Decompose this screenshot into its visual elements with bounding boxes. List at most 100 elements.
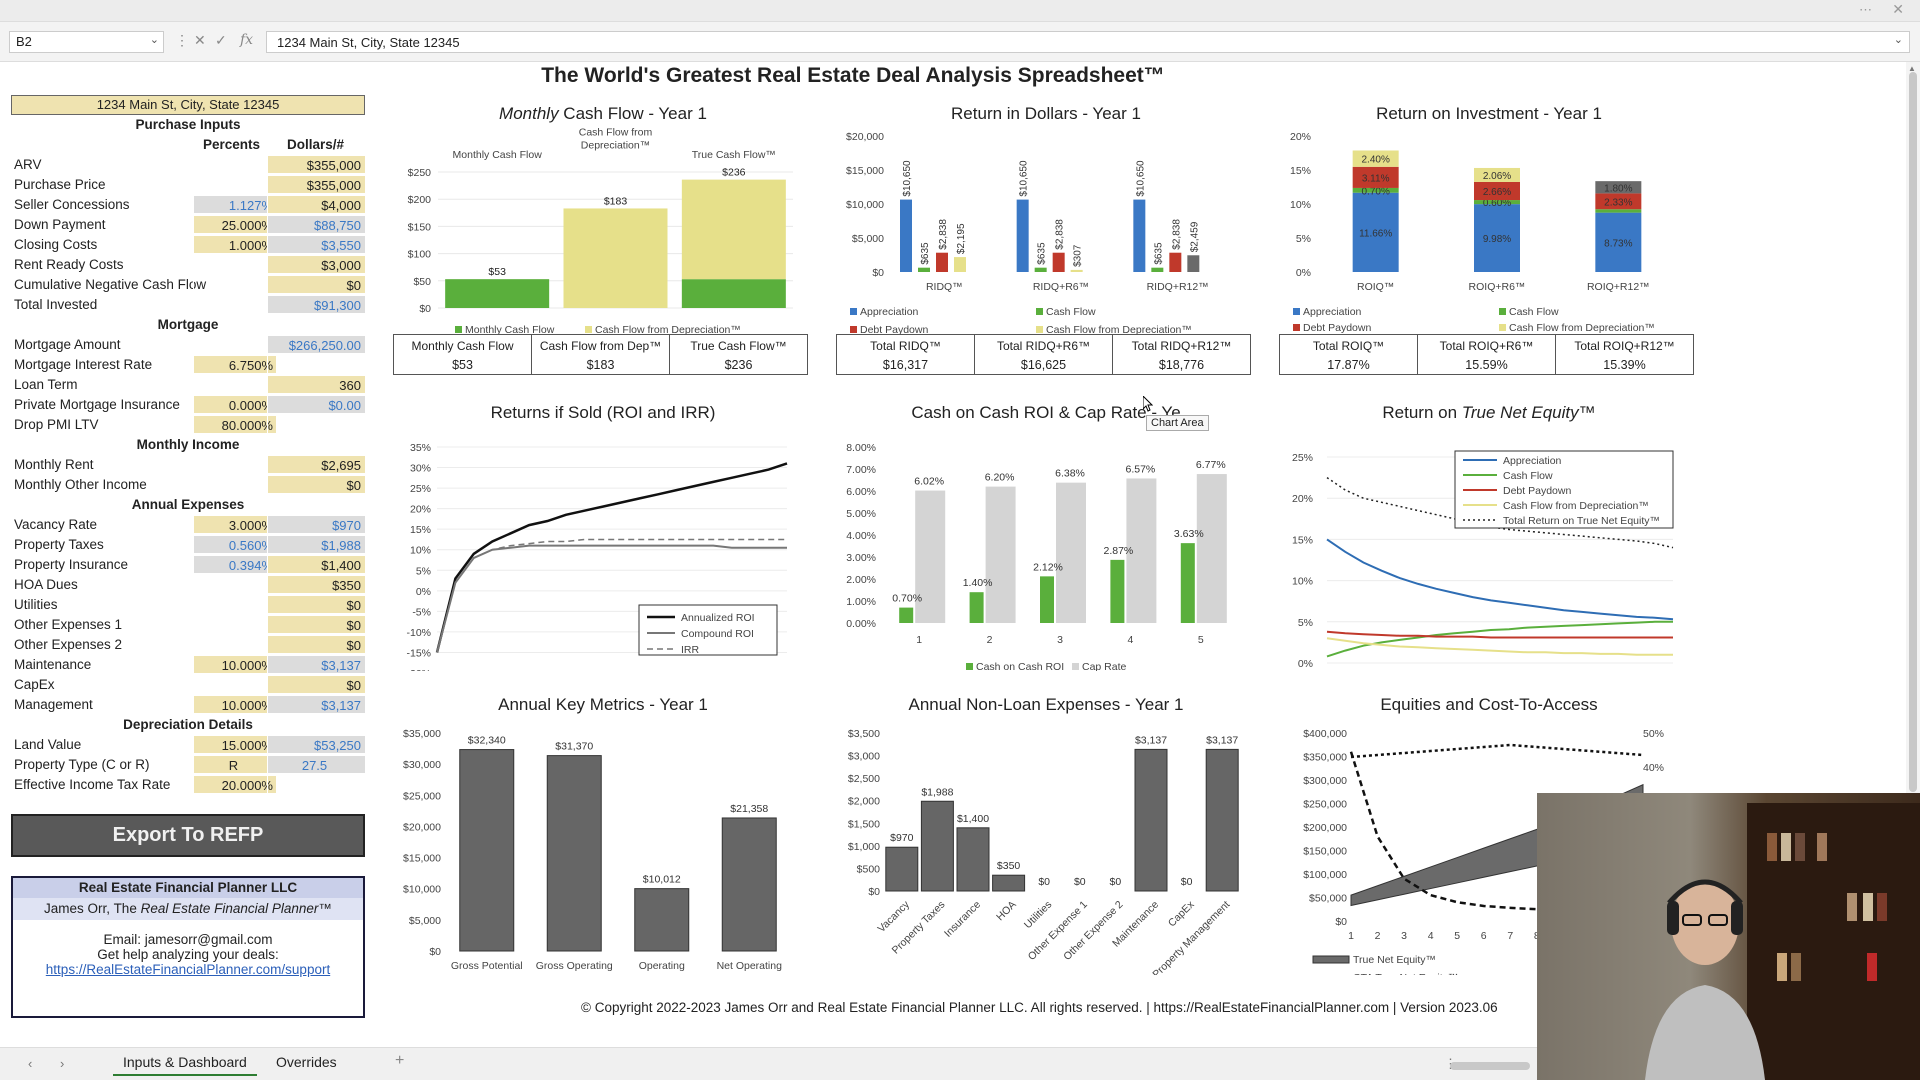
- dollar-cell[interactable]: $355,000: [267, 155, 366, 174]
- dollar-cell[interactable]: [267, 775, 366, 794]
- equities-cost-to-access-chart[interactable]: Equities and Cost-To-Access $400,000 $350,…: [1279, 695, 1699, 977]
- scroll-up-icon[interactable]: ▲: [1908, 64, 1916, 73]
- percent-cell[interactable]: 3.000%: [193, 515, 277, 534]
- legend-label: Total Return on True Net Equity™: [1503, 515, 1660, 527]
- return-in-dollars-chart[interactable]: Return in Dollars - Year 1 $20,000 $15,000…: [836, 104, 1256, 336]
- dollar-cell[interactable]: $4,000: [267, 195, 366, 214]
- percent-cell[interactable]: 1.000%: [193, 235, 277, 254]
- bar: [1052, 252, 1065, 272]
- percent-cell[interactable]: 25.000%: [193, 215, 277, 234]
- address-cell[interactable]: 1234 Main St, City, State 12345: [11, 95, 365, 115]
- bar: [1352, 150, 1399, 167]
- tab-overrides[interactable]: Overrides: [276, 1054, 337, 1070]
- dollar-cell[interactable]: $970: [267, 515, 366, 534]
- name-box[interactable]: B2 ⌄: [9, 31, 164, 53]
- insert-function-icon[interactable]: fx: [240, 32, 254, 48]
- expand-formula-icon[interactable]: ⌄: [1893, 34, 1903, 46]
- percent-cell[interactable]: 10.000%: [193, 655, 277, 674]
- percent-cell[interactable]: 80.000%: [193, 415, 277, 434]
- dollar-cell[interactable]: $266,250.00: [267, 335, 366, 354]
- percent-cell[interactable]: [193, 375, 277, 394]
- dollar-cell[interactable]: $88,750: [267, 215, 366, 234]
- annual-key-metrics-chart[interactable]: Annual Key Metrics - Year 1 $35,000 $30,00…: [393, 695, 813, 977]
- cash-on-cash-cap-rate-chart[interactable]: Cash on Cash ROI & Cap Rate - Ye 8.00% 7.0…: [836, 403, 1256, 673]
- percent-cell[interactable]: 15.000%: [193, 735, 277, 754]
- legend-swatch: [585, 326, 592, 333]
- dollar-cell[interactable]: $0: [267, 635, 366, 654]
- dollar-cell[interactable]: 27.5: [267, 755, 366, 774]
- percent-cell[interactable]: [193, 595, 277, 614]
- prev-sheet-icon[interactable]: ‹: [28, 1056, 33, 1071]
- horizontal-scrollbar[interactable]: [1450, 1062, 1530, 1070]
- percent-cell[interactable]: [193, 475, 277, 494]
- more-options-icon[interactable]: ⋯: [1859, 2, 1872, 17]
- percent-cell[interactable]: 0.560%: [193, 535, 277, 554]
- dollar-cell[interactable]: $355,000: [267, 175, 366, 194]
- dollar-cell[interactable]: $0: [267, 595, 366, 614]
- percent-cell[interactable]: 6.750%: [193, 355, 277, 374]
- chevron-down-icon[interactable]: ⌄: [149, 34, 159, 46]
- annual-non-loan-expenses-chart[interactable]: Annual Non-Loan Expenses - Year 1 $3,500 $…: [836, 695, 1256, 977]
- return-on-true-net-equity-chart[interactable]: Return on True Net Equity™ 25% 20% 15% 10% 5%…: [1279, 403, 1699, 673]
- dollar-cell[interactable]: $53,250: [267, 735, 366, 754]
- add-sheet-button[interactable]: +: [395, 1052, 405, 1069]
- percent-cell[interactable]: [193, 295, 277, 314]
- dollar-cell[interactable]: $0.00: [267, 395, 366, 414]
- dollar-cell[interactable]: $0: [267, 275, 366, 294]
- dollar-cell[interactable]: $0: [267, 615, 366, 634]
- percent-cell[interactable]: [193, 275, 277, 294]
- dollar-cell[interactable]: $1,988: [267, 535, 366, 554]
- percent-cell[interactable]: 0.000%: [193, 395, 277, 414]
- scroll-thumb[interactable]: [1909, 72, 1917, 792]
- tab-inputs-dashboard[interactable]: Inputs & Dashboard: [113, 1054, 257, 1076]
- percent-cell[interactable]: [193, 155, 277, 174]
- next-sheet-icon[interactable]: ›: [60, 1056, 65, 1071]
- percent-cell[interactable]: [193, 615, 277, 634]
- dollar-cell[interactable]: $0: [267, 675, 366, 694]
- dollar-cell[interactable]: $350: [267, 575, 366, 594]
- percent-cell[interactable]: 0.394%: [193, 555, 277, 574]
- dollar-cell[interactable]: $1,400: [267, 555, 366, 574]
- percent-cell[interactable]: 1.127%: [193, 195, 277, 214]
- percent-cell[interactable]: [193, 635, 277, 654]
- data-label: 8.73%: [1604, 238, 1632, 249]
- percent-cell[interactable]: [193, 175, 277, 194]
- bar: [681, 179, 786, 280]
- dollar-cell[interactable]: $3,000: [267, 255, 366, 274]
- dollar-cell[interactable]: $2,695: [267, 455, 366, 474]
- dollar-cell[interactable]: 360: [267, 375, 366, 394]
- percent-cell[interactable]: [193, 255, 277, 274]
- bar: [563, 208, 668, 308]
- input-row: Drop PMI LTV 80.000%: [11, 415, 366, 435]
- percent-cell[interactable]: [193, 675, 277, 694]
- percent-cell[interactable]: 10.000%: [193, 695, 277, 714]
- data-label: 2.06%: [1483, 171, 1511, 182]
- dollar-cell[interactable]: $3,550: [267, 235, 366, 254]
- percent-cell[interactable]: R: [193, 755, 277, 774]
- percent-cell[interactable]: [193, 335, 277, 354]
- monthly-cash-flow-chart[interactable]: Monthly Cash Flow - Year 1 $250 $200 $150 $1…: [393, 104, 813, 336]
- close-icon[interactable]: ✕: [1892, 1, 1904, 17]
- enter-icon[interactable]: ✓: [215, 32, 227, 48]
- dollar-cell[interactable]: [267, 415, 366, 434]
- dollar-cell[interactable]: $3,137: [267, 695, 366, 714]
- more-vertical-icon[interactable]: ⋮: [175, 32, 189, 48]
- dollar-cell[interactable]: $91,300: [267, 295, 366, 314]
- percent-cell[interactable]: [193, 575, 277, 594]
- bar: [681, 279, 786, 308]
- dollar-cell[interactable]: $3,137: [267, 655, 366, 674]
- formula-input[interactable]: 1234 Main St, City, State 12345 ⌄: [266, 31, 1910, 53]
- export-to-refp-button[interactable]: Export To REFP: [11, 814, 365, 857]
- tick-label: $3,500: [848, 728, 880, 740]
- dollar-cell[interactable]: $0: [267, 475, 366, 494]
- returns-if-sold-chart[interactable]: Returns if Sold (ROI and IRR) 35% 30% 25% 20…: [393, 403, 813, 673]
- data-label: 3.63%: [1174, 528, 1204, 540]
- cancel-icon[interactable]: ✕: [194, 32, 206, 48]
- bar: [992, 874, 1026, 892]
- support-link[interactable]: https://RealEstateFinancialPlanner.com/s…: [45, 962, 331, 977]
- dollar-cell[interactable]: [267, 355, 366, 374]
- percent-cell[interactable]: 20.000%: [193, 775, 277, 794]
- input-label: Effective Income Tax Rate: [14, 777, 171, 792]
- percent-cell[interactable]: [193, 455, 277, 474]
- return-on-investment-chart[interactable]: Return on Investment - Year 1 20% 15% 10% 5%…: [1279, 104, 1699, 336]
